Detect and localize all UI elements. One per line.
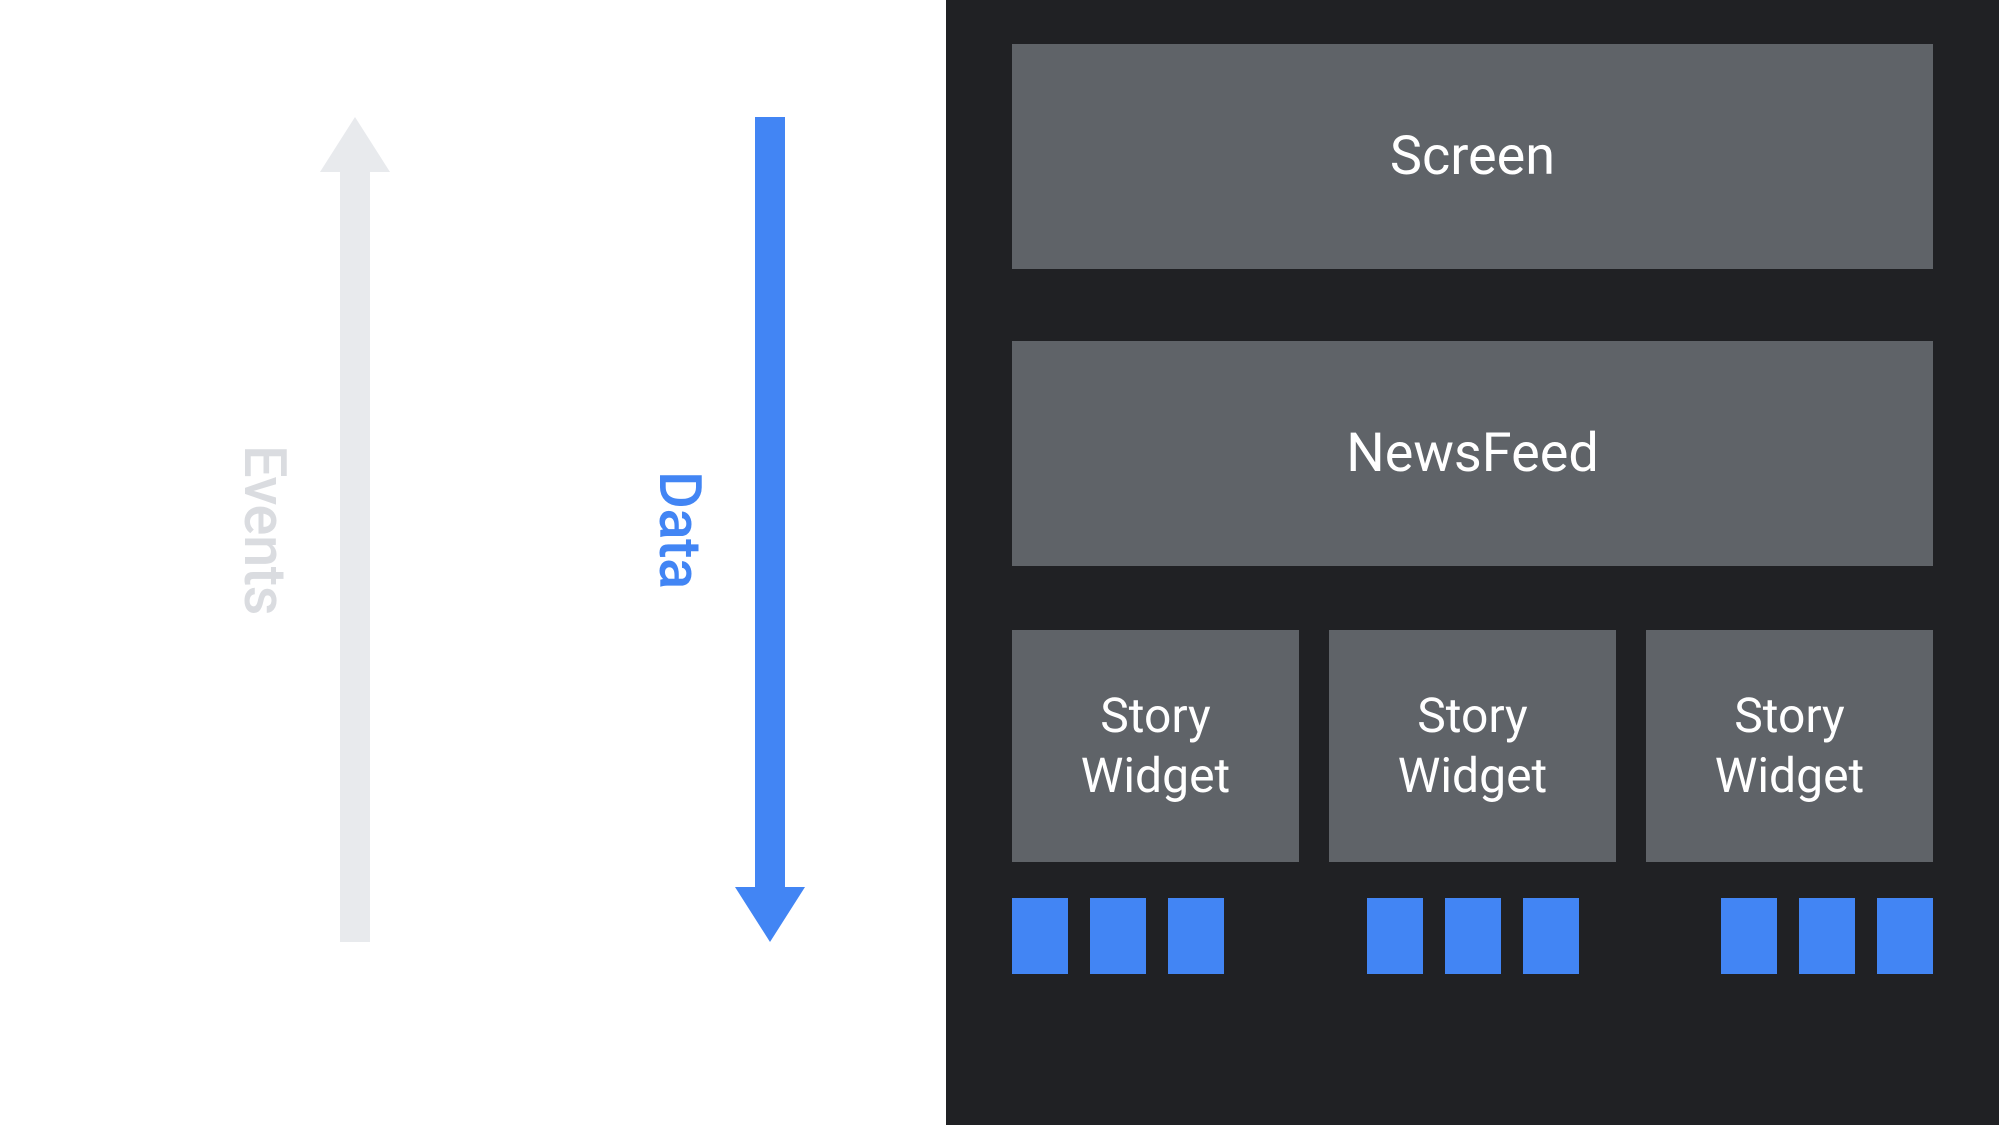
leaf-square-group <box>1626 898 1933 974</box>
leaf-square <box>1168 898 1224 974</box>
leaf-square-group <box>1319 898 1626 974</box>
leaf-square <box>1877 898 1933 974</box>
data-label: Data <box>645 471 713 589</box>
story-widget-box: Story Widget <box>1012 630 1299 862</box>
right-panel: Screen NewsFeed Story Widget Story Widge… <box>946 0 1999 1125</box>
story-widget-label: Story Widget <box>1081 686 1230 806</box>
events-arrow-group: Events <box>230 117 390 942</box>
story-widget-label: Story Widget <box>1398 686 1547 806</box>
events-label: Events <box>230 445 298 615</box>
story-widget-row: Story Widget Story Widget Story Widget <box>1012 630 1933 862</box>
arrow-down-icon <box>735 117 805 942</box>
leaf-squares-row <box>1012 898 1933 974</box>
data-arrow-group: Data <box>645 117 805 942</box>
story-widget-box: Story Widget <box>1329 630 1616 862</box>
newsfeed-box: NewsFeed <box>1012 341 1933 566</box>
screen-box: Screen <box>1012 44 1933 269</box>
leaf-square <box>1012 898 1068 974</box>
leaf-square <box>1523 898 1579 974</box>
story-widget-label: Story Widget <box>1715 686 1864 806</box>
leaf-square <box>1721 898 1777 974</box>
screen-label: Screen <box>1390 125 1555 188</box>
story-widget-box: Story Widget <box>1646 630 1933 862</box>
newsfeed-label: NewsFeed <box>1346 422 1599 485</box>
leaf-square <box>1367 898 1423 974</box>
leaf-square <box>1799 898 1855 974</box>
arrow-up-icon <box>320 117 390 942</box>
leaf-square <box>1090 898 1146 974</box>
left-panel: Events Data <box>0 0 946 1125</box>
leaf-square <box>1445 898 1501 974</box>
leaf-square-group <box>1012 898 1319 974</box>
